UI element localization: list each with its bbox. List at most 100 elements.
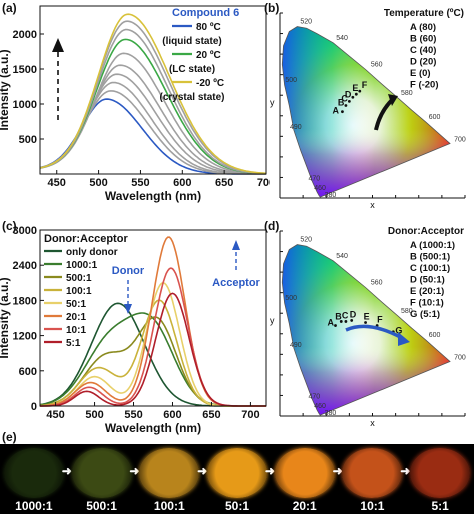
x-tick-label-4: 650: [202, 409, 220, 421]
legend-entry-5: F (-20): [410, 80, 439, 91]
wavelength-mark-4: 600: [429, 332, 441, 339]
acceptor-label: Acceptor: [212, 277, 260, 289]
wavelength-mark-8: 470: [308, 394, 320, 401]
y-axis-label: y: [270, 98, 275, 108]
plot-frame: [39, 229, 267, 407]
y-tick-label-1: 1000: [13, 99, 37, 111]
legend-entry-2: C (100:1): [410, 263, 450, 274]
trend-arrow-head: [398, 332, 410, 346]
cie-point-label-4: E: [352, 83, 358, 93]
legend-label-1: (liquid state): [162, 36, 221, 47]
cie-point-label-1: B: [335, 311, 342, 321]
cie-outline: [281, 26, 451, 198]
legend-entry-2: C (40): [410, 45, 436, 56]
cie-point-label-2: C: [341, 93, 348, 103]
donor-label: Donor: [112, 265, 145, 277]
legend-entry-5: F (10:1): [410, 298, 444, 309]
legend-entry-0: A (80): [410, 22, 436, 33]
cie-gamut-violet: [282, 26, 450, 197]
sample-photo-3: [207, 448, 267, 498]
panel-c-label: (c): [2, 219, 17, 233]
legend-label-0: 80 ºC: [196, 22, 221, 33]
x-axis-label: x: [370, 418, 375, 428]
y-axis-label: Intensity (a.u.): [0, 49, 11, 130]
wavelength-mark-3: 580: [401, 90, 413, 97]
legend-title: Donor:Acceptor: [44, 233, 128, 245]
legend-label-4: 50:1: [66, 299, 86, 310]
legend-label-3: (LC state): [169, 64, 215, 75]
panel-a-label: (a): [2, 1, 17, 15]
sequence-arrow-icon: ➜: [197, 464, 208, 478]
cie-outline: [281, 244, 451, 416]
wavelength-mark-1: 540: [336, 35, 348, 42]
cie-point-4: [354, 92, 358, 96]
series-line-3: [39, 73, 266, 175]
plot-frame: [39, 5, 267, 175]
wavelength-mark-4: 600: [429, 114, 441, 121]
wavelength-mark-2: 560: [371, 279, 383, 286]
wavelength-mark-9: 460: [314, 403, 326, 410]
sample-photo-label-6: 5:1: [431, 499, 449, 513]
x-tick-label-0: 450: [48, 177, 66, 189]
legend-entry-4: E (20:1): [410, 286, 444, 297]
cie-point-label-1: B: [338, 98, 345, 108]
x-tick-label-3: 600: [173, 177, 191, 189]
wavelength-mark-6: 500: [285, 295, 297, 302]
legend-entry-4: E (0): [410, 68, 431, 79]
cie-gamut-violet: [282, 244, 450, 415]
legend-label-5: (crystal state): [159, 92, 224, 103]
trend-arrow: [374, 98, 394, 131]
x-axis-label: Wavelength (nm): [105, 421, 201, 435]
trend-arrow: [345, 324, 403, 340]
sample-photo-label-2: 100:1: [153, 499, 185, 513]
sample-photo-1: [71, 448, 132, 498]
x-tick-label-5: 700: [257, 177, 270, 189]
cie-point-0: [334, 324, 337, 327]
y-tick-label-3: 2000: [13, 29, 37, 41]
x-tick-label-5: 700: [241, 409, 259, 421]
series-line-1: [39, 90, 266, 175]
sample-photo-label-5: 10:1: [360, 499, 385, 513]
y-tick-label-0: 500: [19, 134, 37, 146]
wavelength-mark-9: 460: [314, 185, 326, 192]
cie-point-label-0: A: [328, 318, 335, 328]
sequence-arrow-icon: ➜: [129, 464, 140, 478]
y-tick-label-5: 3000: [13, 225, 37, 237]
cie-point-label-2: C: [342, 310, 349, 320]
cie-point-label-6: G: [395, 326, 402, 336]
cie-point-1: [344, 104, 348, 107]
wavelength-mark-3: 580: [401, 308, 413, 315]
cie-point-3: [351, 95, 355, 99]
wavelength-mark-0: 520: [300, 18, 312, 25]
legend-title: Donor:Acceptor: [388, 226, 464, 237]
y-axis-label: Intensity (a.u.): [0, 277, 11, 358]
panel-a-chart: 450 500 550 600 650 700 500 1000 1500 2000 Wavelen…: [0, 5, 270, 203]
wavelength-mark-2: 560: [371, 61, 383, 68]
panel-c-chart: 450 500 550 600 650 700 0 600 1200 1800 2400 3000 Wa…: [0, 225, 267, 435]
legend-label-2: 500:1: [66, 273, 92, 284]
cie-point-2: [344, 320, 348, 323]
acceptor-arrow-head: [232, 240, 240, 250]
legend-entry-1: B (60): [410, 34, 436, 45]
sequence-arrow-icon: ➜: [264, 464, 275, 478]
y-tick-label-4: 2400: [13, 260, 37, 272]
wavelength-mark-10: 380: [325, 192, 337, 199]
cie-point-label-3: D: [350, 309, 357, 319]
sample-photo-label-0: 1000:1: [15, 499, 53, 513]
legend-entry-3: D (20): [410, 57, 436, 68]
wavelength-mark-5: 700: [454, 355, 466, 362]
legend-entry-3: D (50:1): [410, 275, 445, 286]
cie-point-2: [347, 99, 351, 103]
legend-label-5: 20:1: [66, 312, 86, 323]
panel-d-label: (d): [264, 219, 280, 233]
legend-label-1: 1000:1: [66, 260, 98, 271]
y-axis-label: y: [270, 316, 275, 326]
cie-point-label-4: E: [364, 311, 370, 321]
sample-photo-5: [342, 448, 403, 498]
x-tick-label-1: 500: [85, 409, 103, 421]
wavelength-mark-1: 540: [336, 253, 348, 260]
x-tick-label-2: 550: [131, 177, 149, 189]
legend-title: Temperature (ºC): [384, 8, 464, 19]
x-tick-label-3: 600: [163, 409, 181, 421]
